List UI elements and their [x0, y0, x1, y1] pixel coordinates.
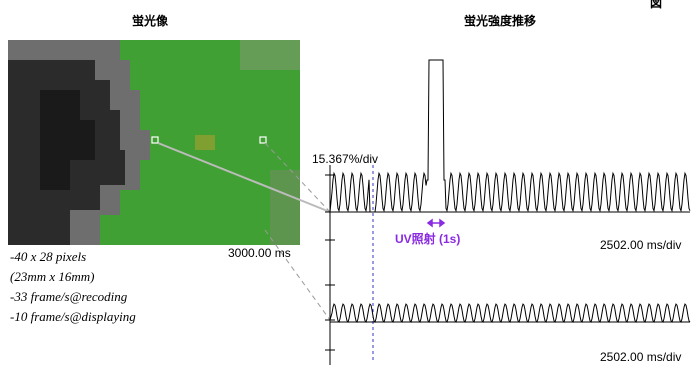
- left-title: 蛍光像: [132, 13, 169, 28]
- trace-scale: 2502.00 ms/div: [600, 350, 681, 364]
- uv-arrow: [428, 220, 444, 226]
- figure-label: 図: [650, 0, 662, 10]
- y-scale: 15.367%/div: [312, 152, 378, 166]
- spec-line: -33 frame/s@recoding: [10, 289, 128, 304]
- right-title: 蛍光強度推移: [464, 13, 536, 28]
- spec-line: -10 frame/s@displaying: [10, 309, 136, 324]
- spec-line: -40 x 28 pixels: [10, 249, 86, 264]
- trace-scale: 2502.00 ms/div: [600, 238, 681, 252]
- fluorescence-image: [8, 40, 300, 245]
- image-time: 3000.00 ms: [228, 246, 291, 260]
- spec-line: (23mm x 16mm): [10, 269, 94, 284]
- trace-axes: [325, 165, 335, 365]
- trace: [330, 304, 690, 322]
- trace: [330, 60, 690, 212]
- uv-label: UV照射 (1s): [395, 231, 460, 246]
- figure: 図 蛍光像 蛍光強度推移 3000.00 ms -40 x 28 pixels …: [0, 0, 691, 367]
